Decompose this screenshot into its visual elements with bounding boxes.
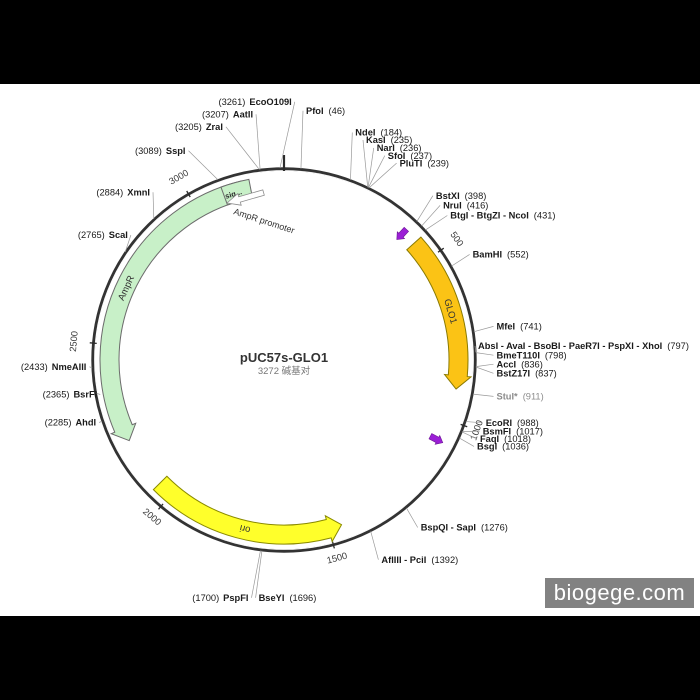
svg-text:(2365): (2365) <box>43 390 70 400</box>
svg-text:(2285): (2285) <box>45 418 72 428</box>
svg-text:(46): (46) <box>329 106 346 116</box>
svg-text:NruI: NruI <box>443 201 462 211</box>
svg-text:(416): (416) <box>467 201 489 211</box>
svg-text:BsrFI: BsrFI <box>73 390 97 400</box>
svg-text:3000: 3000 <box>167 168 190 187</box>
svg-text:(797): (797) <box>667 341 689 351</box>
svg-text:(552): (552) <box>507 250 529 260</box>
svg-text:PluTI: PluTI <box>400 158 423 168</box>
svg-text:(741): (741) <box>520 322 542 332</box>
svg-text:2000: 2000 <box>141 506 163 527</box>
svg-text:BstXI: BstXI <box>436 191 460 201</box>
svg-text:(1700): (1700) <box>192 593 219 603</box>
svg-text:MfeI: MfeI <box>497 322 516 332</box>
svg-text:AhdI: AhdI <box>75 418 96 428</box>
svg-text:(3207): (3207) <box>202 110 229 120</box>
svg-text:(239): (239) <box>427 158 449 168</box>
svg-text:BseYI: BseYI <box>259 593 285 603</box>
svg-text:(398): (398) <box>465 191 487 201</box>
svg-text:AatII: AatII <box>233 110 253 120</box>
svg-text:500: 500 <box>448 230 465 248</box>
svg-text:(1696): (1696) <box>289 593 316 603</box>
svg-text:BsgI: BsgI <box>477 442 497 452</box>
svg-text:StuI*: StuI* <box>497 392 519 402</box>
svg-text:pUC57s-GLO1: pUC57s-GLO1 <box>240 350 328 365</box>
svg-text:PfoI: PfoI <box>306 106 324 116</box>
svg-text:EcoO109I: EcoO109I <box>249 97 291 107</box>
svg-text:BamHI: BamHI <box>473 250 502 260</box>
svg-text:(3089): (3089) <box>135 146 162 156</box>
svg-text:SspI: SspI <box>166 146 186 156</box>
svg-text:AflIII - PciI: AflIII - PciI <box>381 555 426 565</box>
svg-text:3272 碱基对: 3272 碱基对 <box>258 365 311 377</box>
svg-text:NmeAIII: NmeAIII <box>52 362 87 372</box>
svg-text:(2765): (2765) <box>78 230 105 240</box>
svg-text:1500: 1500 <box>326 551 349 566</box>
svg-text:(3261): (3261) <box>219 97 246 107</box>
svg-text:(837): (837) <box>535 369 557 379</box>
svg-text:XmnI: XmnI <box>127 187 150 197</box>
svg-text:BtgI - BtgZI - NcoI: BtgI - BtgZI - NcoI <box>450 211 529 221</box>
svg-text:ZraI: ZraI <box>206 122 223 132</box>
svg-text:(2433): (2433) <box>21 362 48 372</box>
svg-text:(2884): (2884) <box>96 187 123 197</box>
svg-text:(911): (911) <box>523 392 544 402</box>
svg-text:(3205): (3205) <box>175 122 202 132</box>
svg-text:(1036): (1036) <box>502 442 529 452</box>
svg-text:ScaI: ScaI <box>109 230 128 240</box>
svg-text:(798): (798) <box>545 350 567 360</box>
svg-text:2500: 2500 <box>68 331 80 352</box>
svg-text:PspFI: PspFI <box>223 593 248 603</box>
svg-text:BspQI - SapI: BspQI - SapI <box>421 523 476 533</box>
svg-text:(1392): (1392) <box>431 555 458 565</box>
svg-text:BstZ17I: BstZ17I <box>497 369 531 379</box>
svg-text:AmpR promoter: AmpR promoter <box>232 206 296 235</box>
svg-text:(431): (431) <box>534 211 556 221</box>
svg-text:(1276): (1276) <box>481 523 508 533</box>
